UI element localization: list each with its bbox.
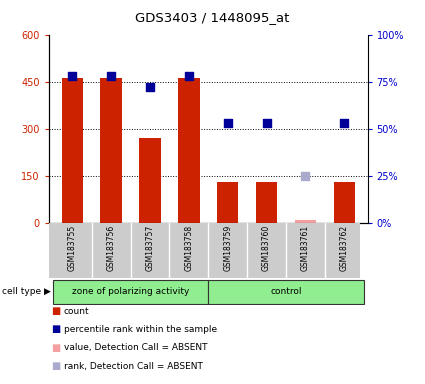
FancyBboxPatch shape [208, 280, 364, 304]
Point [341, 120, 348, 126]
Point [147, 84, 153, 90]
Text: ■: ■ [51, 361, 60, 371]
Point [263, 120, 270, 126]
Text: GSM183760: GSM183760 [262, 224, 271, 271]
Bar [139, 138, 161, 223]
Bar [334, 182, 355, 223]
Text: control: control [270, 287, 302, 296]
Text: GDS3403 / 1448095_at: GDS3403 / 1448095_at [135, 12, 290, 25]
Text: GSM183757: GSM183757 [145, 224, 154, 271]
Text: GSM183761: GSM183761 [301, 224, 310, 270]
Text: rank, Detection Call = ABSENT: rank, Detection Call = ABSENT [64, 362, 203, 371]
Text: ■: ■ [51, 306, 60, 316]
Bar [178, 78, 199, 223]
Text: GSM183758: GSM183758 [184, 224, 193, 270]
Bar [62, 78, 83, 223]
Text: count: count [64, 306, 89, 316]
Point [185, 73, 192, 79]
Text: ■: ■ [51, 324, 60, 334]
Text: GSM183755: GSM183755 [68, 224, 76, 271]
Bar [295, 220, 316, 223]
Point [108, 73, 114, 79]
Point [69, 73, 76, 79]
Text: percentile rank within the sample: percentile rank within the sample [64, 325, 217, 334]
Point [224, 120, 231, 126]
Bar [217, 182, 238, 223]
Text: GSM183762: GSM183762 [340, 224, 349, 270]
Text: GSM183759: GSM183759 [223, 224, 232, 271]
Text: zone of polarizing activity: zone of polarizing activity [72, 287, 189, 296]
Point [302, 173, 309, 179]
FancyBboxPatch shape [53, 280, 208, 304]
Text: ■: ■ [51, 343, 60, 353]
Text: cell type ▶: cell type ▶ [2, 287, 51, 296]
Bar [256, 182, 277, 223]
Bar [100, 78, 122, 223]
Text: value, Detection Call = ABSENT: value, Detection Call = ABSENT [64, 343, 207, 353]
Text: GSM183756: GSM183756 [107, 224, 116, 271]
